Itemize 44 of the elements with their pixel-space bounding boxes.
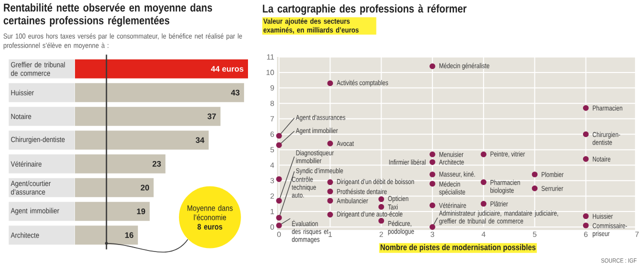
point (327, 140, 334, 146)
point (378, 204, 384, 210)
data-label: 44 euros (210, 66, 244, 72)
point (532, 185, 538, 192)
point (582, 156, 589, 162)
point (276, 222, 282, 228)
point (480, 151, 486, 158)
point (430, 63, 436, 70)
x-axis-title: Nombre de pistes de modernisation possibles (380, 244, 536, 252)
data-label: 43 (231, 90, 240, 96)
point (327, 198, 334, 204)
point (327, 179, 334, 186)
point (430, 202, 436, 208)
point (480, 179, 486, 186)
point (532, 172, 538, 178)
point (430, 180, 436, 187)
point (327, 188, 334, 194)
point (430, 172, 436, 178)
point (276, 176, 282, 182)
data-label: 19 (137, 208, 146, 214)
point (276, 132, 282, 139)
point (327, 80, 334, 86)
point (582, 131, 589, 138)
data-label: 34 (196, 137, 204, 143)
chart-title: La cartographie des professions à réformer (262, 4, 467, 15)
point (582, 222, 589, 228)
ref-line-label: Moyenne dans l’économie 8 euros (188, 205, 233, 230)
point (430, 224, 436, 230)
point (480, 200, 486, 207)
point (582, 105, 589, 111)
point (582, 213, 589, 220)
data-label: 37 (208, 114, 216, 120)
point (378, 218, 384, 224)
data-label: 23 (152, 161, 161, 167)
point (430, 159, 436, 165)
data-label: 16 (125, 232, 134, 238)
point (327, 212, 334, 218)
point (276, 198, 282, 204)
point (430, 151, 436, 158)
point (378, 196, 384, 202)
point (276, 214, 282, 221)
point (276, 142, 282, 148)
data-label: 20 (140, 184, 150, 190)
chart-title: Rentabilité nette observée en moyenne dans certaines professions réglementées (4, 3, 212, 27)
